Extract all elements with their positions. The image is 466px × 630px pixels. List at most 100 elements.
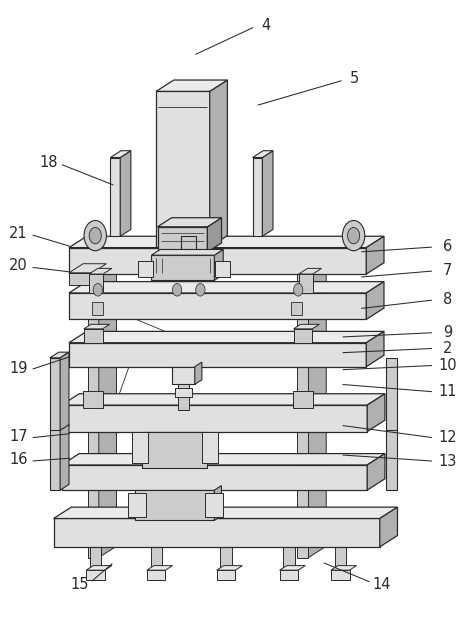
Bar	[90, 544, 101, 580]
Bar	[220, 544, 232, 580]
Bar	[291, 302, 302, 315]
Circle shape	[84, 220, 106, 251]
Polygon shape	[214, 486, 221, 520]
Bar	[253, 158, 262, 236]
Bar	[156, 91, 210, 247]
Polygon shape	[195, 362, 202, 384]
Polygon shape	[69, 264, 106, 273]
Bar	[69, 293, 366, 319]
Polygon shape	[217, 566, 242, 570]
Bar	[132, 432, 148, 463]
Bar	[62, 465, 367, 490]
Bar	[181, 236, 196, 252]
Bar	[69, 248, 366, 274]
Text: 7: 7	[443, 263, 452, 278]
Bar	[178, 367, 189, 410]
Polygon shape	[294, 324, 319, 329]
Bar	[386, 358, 397, 432]
Polygon shape	[331, 566, 356, 570]
Polygon shape	[110, 151, 131, 158]
Text: 20: 20	[9, 258, 28, 273]
Bar	[172, 367, 195, 384]
Bar	[128, 493, 146, 517]
Bar	[92, 302, 103, 315]
Polygon shape	[280, 566, 305, 570]
Bar	[217, 570, 235, 580]
Text: 6: 6	[443, 239, 452, 255]
Polygon shape	[158, 218, 221, 227]
Circle shape	[172, 284, 182, 296]
Bar	[151, 255, 214, 280]
Polygon shape	[262, 151, 273, 236]
Polygon shape	[214, 249, 223, 280]
Polygon shape	[60, 425, 69, 490]
Polygon shape	[120, 151, 131, 236]
Text: 21: 21	[9, 226, 28, 241]
Bar	[83, 391, 103, 408]
Text: 17: 17	[9, 429, 28, 444]
Bar	[215, 261, 230, 277]
Bar	[135, 490, 214, 520]
Bar	[280, 570, 298, 580]
Polygon shape	[147, 566, 172, 570]
Bar	[84, 329, 103, 343]
Polygon shape	[367, 394, 385, 432]
Polygon shape	[69, 282, 384, 293]
Polygon shape	[253, 151, 273, 158]
Bar	[142, 432, 207, 468]
Polygon shape	[62, 454, 385, 465]
Circle shape	[348, 227, 360, 244]
Polygon shape	[156, 80, 227, 91]
Bar	[331, 570, 350, 580]
Text: 5: 5	[350, 71, 359, 86]
Polygon shape	[86, 566, 112, 570]
Bar	[283, 544, 295, 580]
Bar	[294, 329, 312, 343]
Text: 10: 10	[438, 358, 457, 373]
Text: 13: 13	[438, 454, 457, 469]
Bar	[175, 388, 192, 397]
Circle shape	[93, 284, 103, 296]
Polygon shape	[89, 268, 112, 274]
Polygon shape	[54, 507, 397, 518]
Text: 11: 11	[438, 384, 457, 399]
Bar	[88, 261, 99, 558]
Polygon shape	[366, 236, 384, 274]
Polygon shape	[99, 250, 116, 558]
Polygon shape	[210, 80, 227, 247]
Bar	[62, 405, 367, 432]
Polygon shape	[62, 394, 385, 405]
Bar	[335, 544, 346, 580]
Circle shape	[196, 284, 205, 296]
Bar	[89, 274, 103, 293]
Bar	[205, 493, 223, 517]
Circle shape	[343, 220, 365, 251]
Bar	[158, 227, 207, 252]
Text: 14: 14	[373, 576, 391, 592]
Text: 15: 15	[70, 576, 89, 592]
Polygon shape	[366, 331, 384, 367]
Bar	[110, 158, 120, 236]
Bar	[202, 432, 218, 463]
Polygon shape	[207, 218, 221, 252]
Text: 18: 18	[40, 155, 58, 170]
Bar	[299, 274, 313, 293]
Text: 2: 2	[443, 341, 452, 356]
Polygon shape	[308, 250, 326, 558]
Polygon shape	[50, 352, 69, 358]
Bar	[386, 430, 397, 490]
Bar	[293, 391, 313, 408]
Bar	[138, 261, 153, 277]
Text: 9: 9	[443, 325, 452, 340]
Polygon shape	[366, 282, 384, 319]
Polygon shape	[151, 249, 223, 255]
Bar	[147, 570, 165, 580]
Bar	[297, 261, 308, 558]
Bar	[50, 430, 60, 490]
Polygon shape	[60, 352, 69, 432]
Circle shape	[89, 227, 101, 244]
Polygon shape	[367, 454, 385, 490]
Polygon shape	[69, 236, 384, 248]
Bar	[69, 273, 92, 285]
Polygon shape	[84, 324, 110, 329]
